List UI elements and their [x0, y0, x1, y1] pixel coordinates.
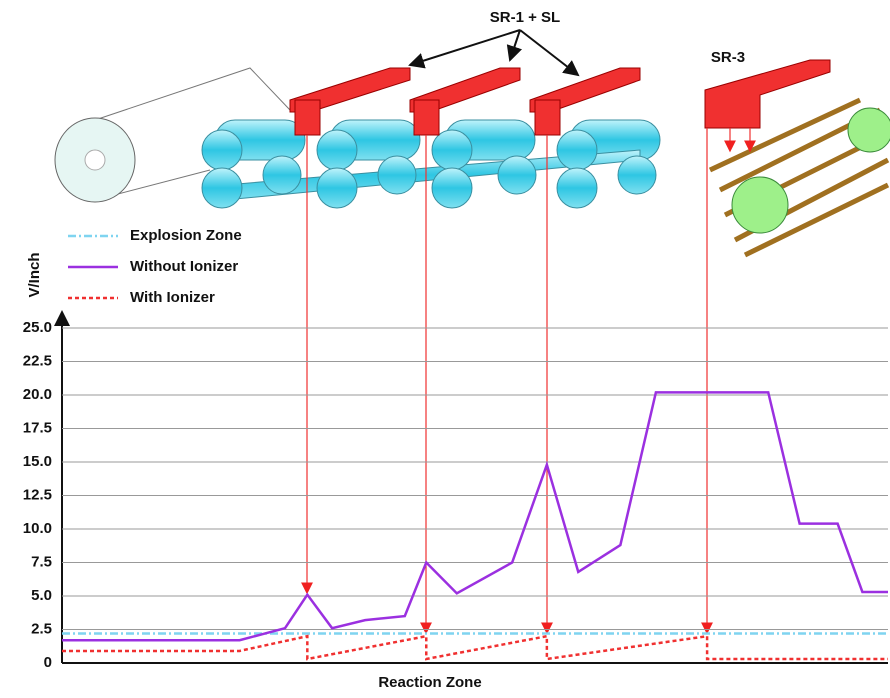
y-tick-label: 10.0: [23, 520, 52, 537]
y-tick-label: 0: [44, 654, 52, 671]
y-tick-label: 20.0: [23, 386, 52, 403]
y-tick-label: 2.5: [31, 620, 52, 637]
y-tick-label: 22.5: [23, 352, 52, 369]
illustration: [55, 30, 890, 632]
y-axis-label: V/Inch: [26, 252, 43, 297]
y-tick-label: 12.5: [23, 486, 52, 503]
line: [62, 392, 888, 640]
y-tick-label: 25.0: [23, 319, 52, 336]
annotation: SR-3: [711, 49, 745, 66]
legend-label: Explosion Zone: [130, 227, 242, 244]
annotation: SR-1 + SL: [490, 9, 560, 26]
chart: SR-1 + SL SR-3 Reaction Zone V/Inch 0 2.5…: [0, 0, 890, 693]
legend-label: Without Ionizer: [130, 258, 238, 275]
legend-label: With Ionizer: [130, 289, 215, 306]
y-tick-label: 7.5: [31, 553, 52, 570]
y-tick-label: 5.0: [31, 587, 52, 604]
y-tick-label: 17.5: [23, 419, 52, 436]
y-tick-label: 15.0: [23, 453, 52, 470]
x-axis-label: Reaction Zone: [378, 674, 481, 691]
